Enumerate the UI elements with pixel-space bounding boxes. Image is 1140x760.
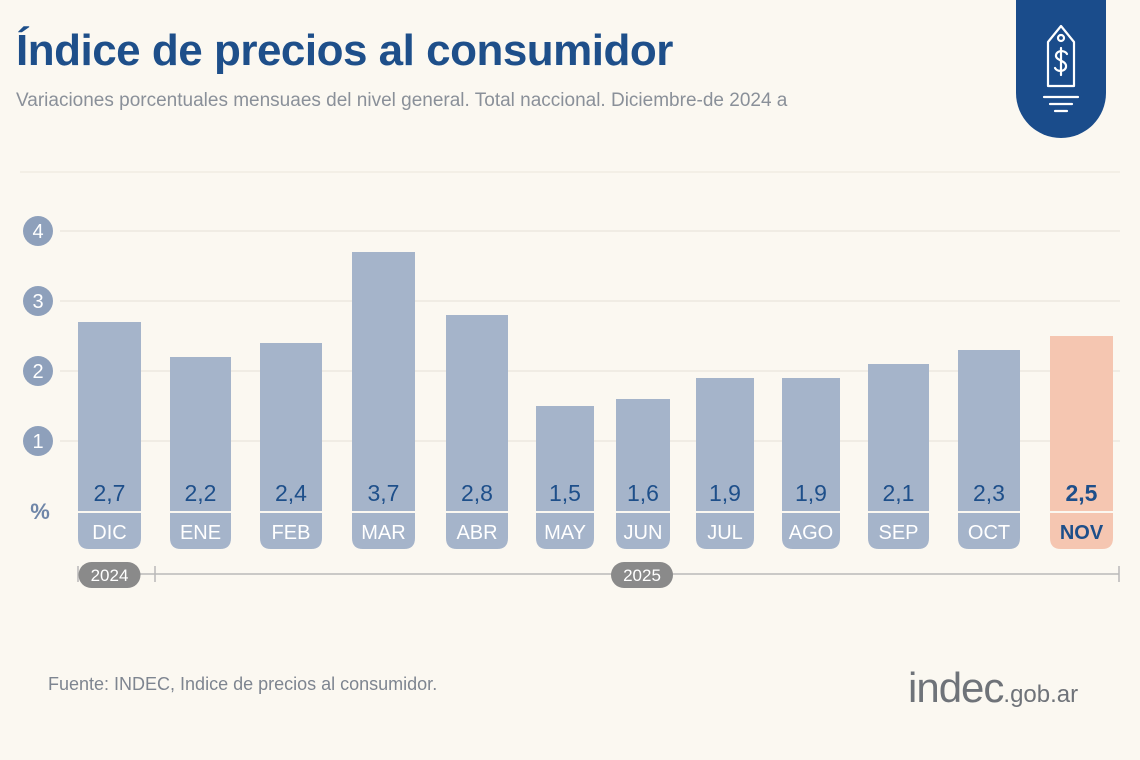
data-label: 2,2: [185, 480, 217, 506]
year-label: 2025: [623, 566, 661, 585]
category-pill: [1050, 513, 1113, 549]
price-badge: [1016, 0, 1106, 138]
source-note: Fuente: INDEC, Indice de precios al cons…: [48, 674, 438, 694]
year-badge: [611, 562, 673, 588]
x-tick-label: FEB: [272, 522, 311, 544]
data-label: 2,1: [883, 480, 915, 506]
y-tick-label: 2: [32, 361, 43, 383]
x-tick-label: OCT: [968, 522, 1010, 544]
data-label: 2,8: [461, 480, 493, 506]
category-pill: [868, 513, 929, 549]
x-tick-label: NOV: [1060, 522, 1104, 544]
data-label: 1,5: [549, 480, 581, 506]
data-label: 2,3: [973, 480, 1005, 506]
bar: [1050, 336, 1113, 511]
logo-main: indec: [908, 664, 1004, 711]
y-tick-label: 4: [32, 221, 43, 243]
x-tick-label: ABR: [456, 522, 497, 544]
y-tick-label: 1: [32, 431, 43, 453]
y-tick-badge: [23, 286, 53, 316]
bar: [170, 357, 231, 511]
data-label: 2,4: [275, 480, 307, 506]
category-pill: [958, 513, 1020, 549]
bar: [78, 322, 141, 511]
category-pill: [616, 513, 670, 549]
bar: [260, 343, 322, 511]
chart-title: Índice de precios al consumidor: [16, 26, 673, 75]
y-unit-label: %: [30, 499, 50, 524]
data-label: 2,7: [94, 480, 126, 506]
bar: [958, 350, 1020, 511]
bar: [782, 378, 840, 511]
bar: [868, 364, 929, 511]
y-tick-label: 3: [32, 291, 43, 313]
bar: [696, 378, 754, 511]
category-pill: [170, 513, 231, 549]
x-tick-label: MAR: [361, 522, 405, 544]
data-label: 2,5: [1066, 480, 1098, 506]
x-tick-label: JUN: [624, 522, 663, 544]
data-label: 1,6: [627, 480, 659, 506]
x-tick-label: SEP: [878, 522, 918, 544]
category-pill: [352, 513, 415, 549]
chart-subtitle: Variaciones porcentuales mensuaes del ni…: [16, 90, 788, 111]
year-badge: [78, 562, 141, 588]
year-label: 2024: [91, 566, 129, 585]
bar: [446, 315, 508, 511]
category-pill: [446, 513, 508, 549]
x-tick-label: JUL: [707, 522, 743, 544]
y-tick-badge: [23, 426, 53, 456]
x-tick-label: ENE: [180, 522, 221, 544]
bar: [536, 406, 594, 511]
y-tick-badge: [23, 216, 53, 246]
category-pill: [260, 513, 322, 549]
category-pill: [782, 513, 840, 549]
bar: [616, 399, 670, 511]
data-label: 1,9: [709, 480, 741, 506]
category-pill: [536, 513, 594, 549]
bar-chart: 1 2 3 4% DIC 2,7 ENE 2,2 FEB 2,4 MAR 3,7 ABR 2,8 MAY 1,…: [20, 171, 1120, 588]
data-label: 1,9: [795, 480, 827, 506]
bar: [352, 252, 415, 511]
indec-logo: indec.gob.ar: [908, 664, 1078, 712]
category-pill: [78, 513, 141, 549]
x-tick-label: AGO: [789, 522, 833, 544]
x-tick-label: MAY: [544, 522, 586, 544]
data-label: 3,7: [368, 480, 400, 506]
logo-domain: .gob.ar: [1003, 681, 1079, 708]
x-tick-label: DIC: [92, 522, 126, 544]
price-tag-dollar-icon: [1042, 24, 1080, 113]
y-tick-badge: [23, 356, 53, 386]
category-pill: [696, 513, 754, 549]
